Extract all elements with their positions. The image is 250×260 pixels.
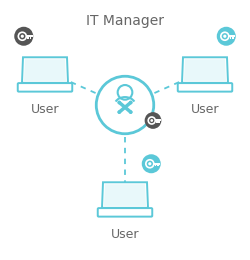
Circle shape — [221, 32, 229, 40]
FancyBboxPatch shape — [158, 121, 160, 123]
Circle shape — [217, 27, 236, 46]
Text: IT Manager: IT Manager — [86, 14, 164, 28]
Polygon shape — [102, 182, 148, 208]
Circle shape — [146, 160, 154, 168]
Circle shape — [148, 117, 155, 124]
Circle shape — [129, 110, 132, 114]
FancyBboxPatch shape — [232, 37, 234, 39]
Circle shape — [142, 154, 161, 173]
Circle shape — [129, 101, 132, 104]
FancyBboxPatch shape — [157, 165, 159, 166]
FancyBboxPatch shape — [156, 121, 158, 123]
FancyBboxPatch shape — [30, 37, 31, 39]
Polygon shape — [182, 57, 228, 83]
Circle shape — [14, 27, 33, 46]
Circle shape — [118, 85, 132, 100]
FancyBboxPatch shape — [153, 162, 160, 165]
Circle shape — [150, 119, 153, 122]
Circle shape — [223, 35, 226, 38]
Circle shape — [118, 110, 121, 114]
Text: User: User — [31, 103, 59, 116]
FancyBboxPatch shape — [230, 37, 232, 39]
FancyBboxPatch shape — [228, 35, 235, 37]
FancyBboxPatch shape — [155, 120, 161, 121]
FancyBboxPatch shape — [28, 37, 29, 39]
FancyBboxPatch shape — [155, 165, 156, 166]
Polygon shape — [24, 59, 66, 81]
Circle shape — [96, 76, 154, 134]
Text: User: User — [111, 228, 139, 240]
Circle shape — [148, 162, 152, 165]
FancyBboxPatch shape — [26, 35, 33, 37]
FancyBboxPatch shape — [178, 83, 232, 92]
Circle shape — [21, 35, 24, 38]
Text: User: User — [191, 103, 219, 116]
Circle shape — [18, 32, 26, 40]
Polygon shape — [184, 59, 226, 81]
Polygon shape — [104, 184, 146, 206]
Circle shape — [118, 101, 121, 104]
Polygon shape — [22, 57, 68, 83]
FancyBboxPatch shape — [98, 208, 152, 217]
FancyBboxPatch shape — [18, 83, 72, 92]
Circle shape — [145, 112, 161, 129]
